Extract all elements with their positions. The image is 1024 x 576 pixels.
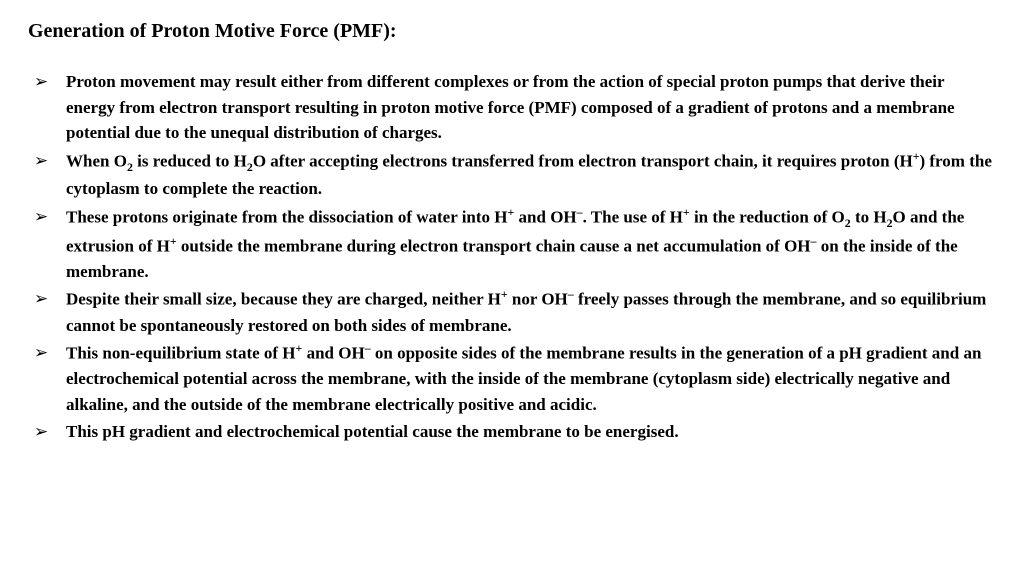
bullet-list: Proton movement may result either from d…	[28, 69, 996, 445]
list-item: Proton movement may result either from d…	[28, 69, 996, 146]
list-item: This pH gradient and electrochemical pot…	[28, 419, 996, 445]
list-item: When O2 is reduced to H2O after acceptin…	[28, 148, 996, 202]
list-item: These protons originate from the dissoci…	[28, 204, 996, 285]
list-item: Despite their small size, because they a…	[28, 286, 996, 338]
page-title: Generation of Proton Motive Force (PMF):	[28, 20, 996, 43]
list-item: This non-equilibrium state of H+ and OH–…	[28, 340, 996, 417]
